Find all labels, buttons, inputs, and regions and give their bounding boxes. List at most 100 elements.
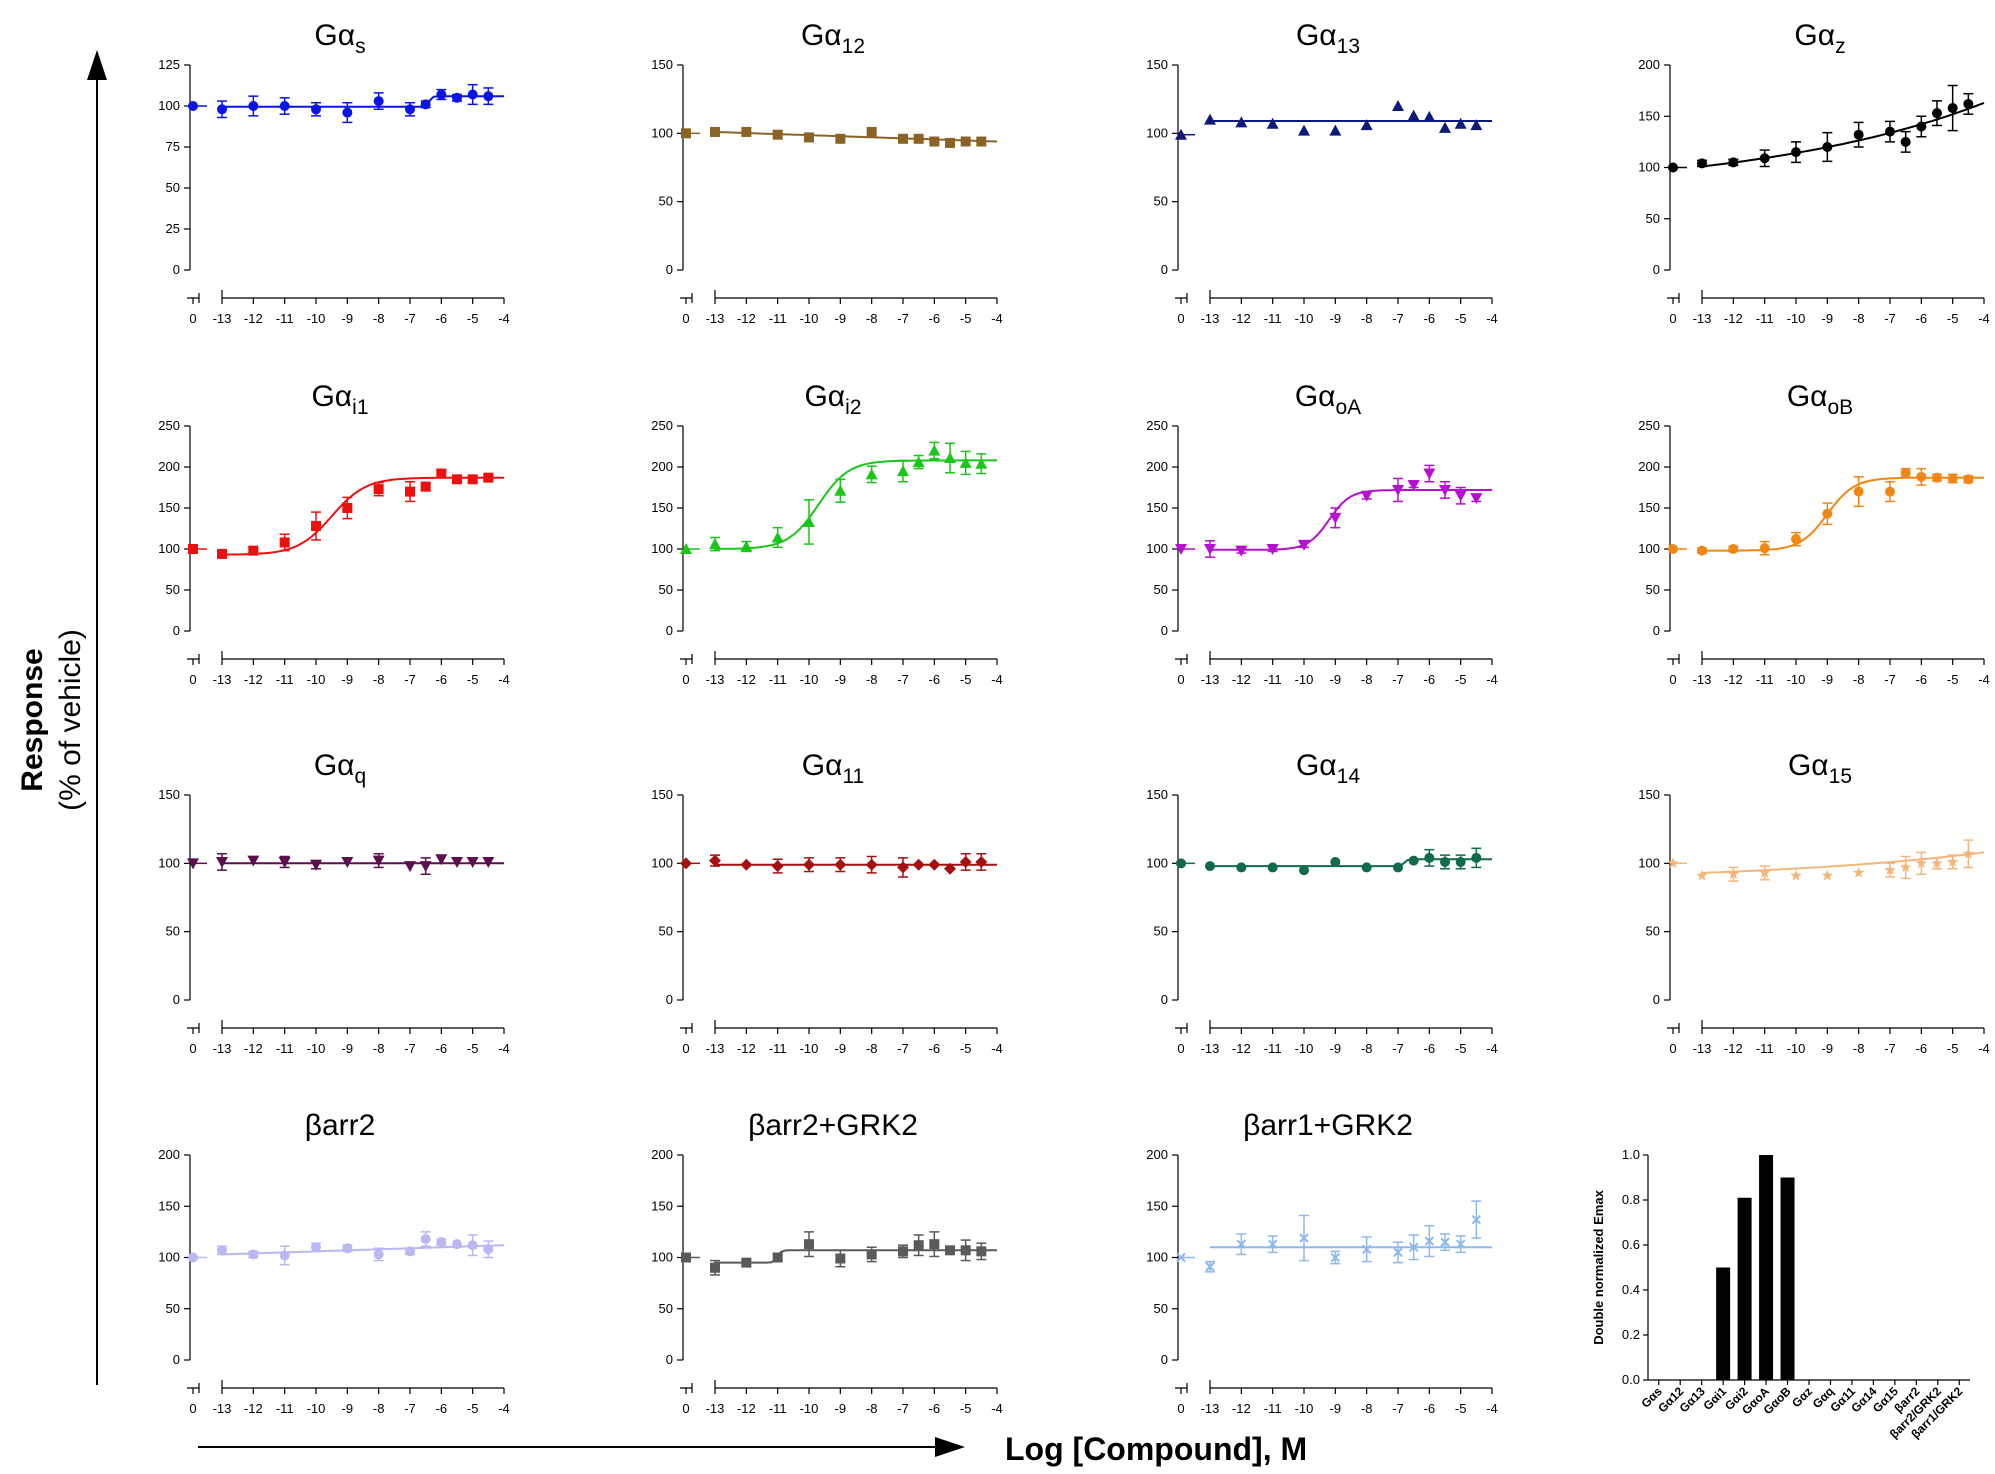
data-point xyxy=(341,856,354,868)
y-tick-label: 50 xyxy=(1154,924,1168,939)
bar-panel: 0.0 0.2 0.4 0.6 0.8 1.0 Double normalized Emax… xyxy=(1591,1147,1970,1441)
panel-title: Gαq xyxy=(314,749,366,788)
data-point xyxy=(1440,856,1450,867)
panel-title: Gαz xyxy=(1794,19,1845,58)
data-point xyxy=(835,133,846,144)
y-tick-label: 0 xyxy=(173,1352,180,1367)
x-tick-label: -6 xyxy=(1424,672,1436,687)
data-point xyxy=(771,531,784,543)
y-tick-label: 50 xyxy=(166,180,180,195)
x-tick-label: -13 xyxy=(1201,1041,1220,1056)
x-tick-label: -5 xyxy=(1947,1041,1959,1056)
y-tick-label: 250 xyxy=(1146,418,1168,433)
x-tick-label: -12 xyxy=(244,311,263,326)
y-tick-label: 50 xyxy=(1154,194,1168,209)
x-tick-label: -5 xyxy=(1455,1401,1467,1416)
x-axis-arrow-head xyxy=(935,1437,965,1457)
panel-title: Gα12 xyxy=(801,19,865,58)
panel-title-sub: 12 xyxy=(842,35,865,58)
x-tick-label: -6 xyxy=(436,1041,448,1056)
data-point xyxy=(944,862,956,875)
x-tick-label: -4 xyxy=(991,311,1003,326)
data-point xyxy=(1393,1247,1403,1258)
data-point xyxy=(1947,473,1958,484)
data-point xyxy=(436,468,447,479)
x-tick-label: -7 xyxy=(1392,311,1404,326)
data-point xyxy=(451,856,463,868)
fit-curve xyxy=(715,459,997,550)
y-tick-label: 150 xyxy=(651,1198,673,1213)
data-point xyxy=(741,126,752,137)
x-tick-label: -4 xyxy=(991,1401,1003,1416)
y-tick-label: 150 xyxy=(158,787,180,802)
y-tick-label: 200 xyxy=(651,459,673,474)
data-point xyxy=(1439,121,1451,133)
data-point xyxy=(1962,847,1974,859)
data-point xyxy=(1822,142,1833,152)
y-tick-label: 250 xyxy=(1638,418,1660,433)
y-tick-label: 250 xyxy=(158,418,180,433)
y-tick-label: 50 xyxy=(659,924,673,939)
x-tick-label: 0 xyxy=(189,672,196,687)
x-tick-label: -13 xyxy=(1693,1041,1712,1056)
x-tick-label: -8 xyxy=(1361,672,1373,687)
data-point xyxy=(467,474,478,485)
data-point xyxy=(420,481,431,492)
data-point xyxy=(436,89,447,100)
vehicle-point xyxy=(680,543,692,554)
panel-title: βarr2 xyxy=(305,1109,376,1142)
x-tick-label: -8 xyxy=(1853,672,1865,687)
y-tick-label: 100 xyxy=(158,541,180,556)
data-point xyxy=(1885,126,1895,137)
y-tick-label: 100 xyxy=(651,541,673,556)
data-point xyxy=(865,468,878,480)
y-axis-arrow-head xyxy=(87,50,107,80)
x-tick-label: -8 xyxy=(866,672,878,687)
x-tick-label: -10 xyxy=(1787,1041,1806,1056)
data-point xyxy=(1853,866,1865,878)
x-tick-label: -7 xyxy=(1884,1041,1896,1056)
x-tick-label: -9 xyxy=(342,672,354,687)
x-tick-label: -11 xyxy=(769,311,787,326)
data-point xyxy=(1235,545,1248,557)
data-point xyxy=(709,854,721,867)
data-point xyxy=(217,1245,227,1256)
y-tick-label: 0 xyxy=(173,623,180,638)
x-tick-label: -4 xyxy=(1978,1041,1990,1056)
x-tick-label: -13 xyxy=(213,1401,232,1416)
y-tick-label: 100 xyxy=(158,98,180,113)
x-tick-label: -8 xyxy=(866,311,878,326)
y-tick-label: 50 xyxy=(1154,582,1168,597)
data-point xyxy=(834,484,847,496)
data-point xyxy=(1236,1239,1247,1249)
panel-1: Gα12 0 50 100 150 0 -13 -12 -11 -10 -9 -8 -7 -6 -5 -4 xyxy=(651,19,1002,326)
data-point xyxy=(1915,857,1927,869)
y-tick-label: 50 xyxy=(659,1301,673,1316)
data-point xyxy=(976,136,987,147)
x-tick-label: -5 xyxy=(1455,1041,1467,1056)
data-point xyxy=(1900,136,1911,147)
x-tick-label: -6 xyxy=(1916,311,1928,326)
data-point xyxy=(945,137,955,148)
x-tick-label: -10 xyxy=(1295,1041,1314,1056)
x-tick-label: -5 xyxy=(467,1401,479,1416)
y-tick-label: 100 xyxy=(1638,541,1660,556)
vehicle-point xyxy=(1176,858,1186,869)
x-tick-label: -6 xyxy=(436,1401,448,1416)
x-tick-label: -7 xyxy=(404,1401,416,1416)
data-point xyxy=(740,858,753,871)
y-tick-label: 150 xyxy=(1146,500,1168,515)
x-tick-label: -10 xyxy=(800,1041,819,1056)
data-point xyxy=(913,1240,924,1251)
y-tick-label: 125 xyxy=(158,57,180,72)
data-point xyxy=(278,856,291,868)
data-point xyxy=(248,1249,259,1260)
data-point xyxy=(483,472,494,483)
x-tick-label: -9 xyxy=(1822,311,1834,326)
data-point xyxy=(420,1234,431,1245)
x-tick-label: -10 xyxy=(307,1041,326,1056)
data-point xyxy=(1916,471,1927,482)
x-tick-label: -11 xyxy=(1264,311,1282,326)
data-point xyxy=(1853,486,1864,497)
